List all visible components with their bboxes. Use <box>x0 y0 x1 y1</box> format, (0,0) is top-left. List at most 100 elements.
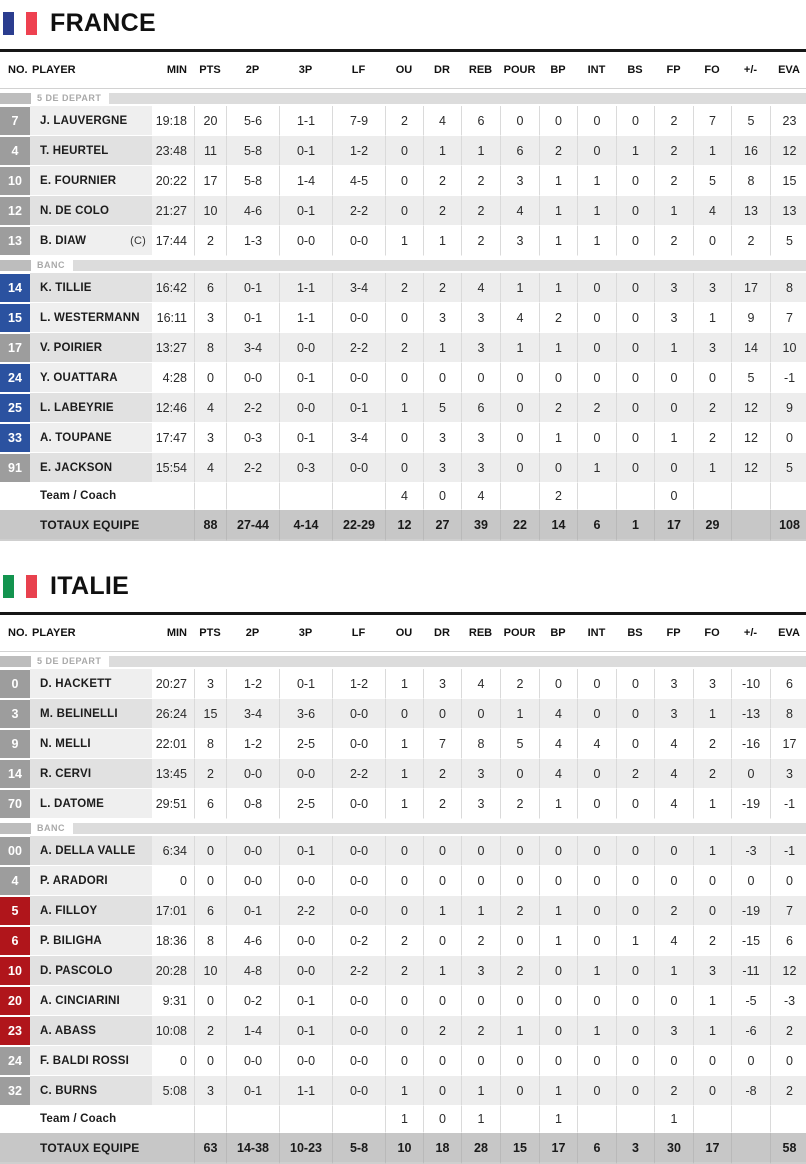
stat-min: 22:01 <box>152 729 194 759</box>
stat-int: 0 <box>577 759 616 789</box>
stat-bs: 0 <box>616 699 654 729</box>
player-row: 13 B. DIAW (C) 17:44 2 1-3 0-0 0-0 1 1 2 3 1 1 0 2 0 2 5 <box>0 226 806 256</box>
player-number-badge: 5 <box>0 896 30 925</box>
stat-dr: 1 <box>423 226 461 256</box>
stat-fp: 0 <box>654 363 693 393</box>
stat-dr: 27 <box>423 510 461 541</box>
stat-bp: 0 <box>539 106 577 136</box>
stat-bs: 0 <box>616 866 654 896</box>
stat-bs: 0 <box>616 1016 654 1046</box>
stat-min: 16:42 <box>152 273 194 303</box>
stat-p2 <box>226 483 279 510</box>
stat-dr: 0 <box>423 836 461 866</box>
stat-fo: 17 <box>693 1133 731 1164</box>
section-label: 5 DE DEPART <box>37 93 102 103</box>
stat-bs: 0 <box>616 363 654 393</box>
player-name: C. BURNS <box>30 1076 152 1106</box>
player-name: Y. OUATTARA <box>30 363 152 393</box>
stat-fo: 3 <box>693 669 731 699</box>
stat-eva: 5 <box>770 453 806 483</box>
column-header: LF <box>332 52 385 89</box>
stat-bs: 0 <box>616 273 654 303</box>
stat-eva: 12 <box>770 956 806 986</box>
player-row: 25 L. LABEYRIE 12:46 4 2-2 0-0 0-1 1 5 6 0 2 2 0 0 2 12 9 <box>0 393 806 423</box>
column-header: EVA <box>770 615 806 652</box>
player-name: A. TOUPANE <box>30 423 152 453</box>
stat-eva: 2 <box>770 1016 806 1046</box>
player-number-badge: 9 <box>0 729 30 758</box>
column-header: DR <box>423 615 461 652</box>
stat-pts: 6 <box>194 273 226 303</box>
stat-bp: 0 <box>539 866 577 896</box>
stat-fp: 0 <box>654 866 693 896</box>
stat-min <box>152 483 194 510</box>
stat-pm: 0 <box>731 1046 770 1076</box>
stat-reb: 1 <box>461 136 500 166</box>
stat-p2: 0-1 <box>226 896 279 926</box>
column-header: 2P <box>226 52 279 89</box>
stat-fp: 4 <box>654 789 693 819</box>
stat-dr: 0 <box>423 866 461 896</box>
stat-min: 16:11 <box>152 303 194 333</box>
stat-bp: 14 <box>539 510 577 541</box>
stat-pour: 0 <box>500 866 539 896</box>
stat-min: 13:27 <box>152 333 194 363</box>
stat-eva: 108 <box>770 510 806 541</box>
stat-p2: 0-0 <box>226 363 279 393</box>
stat-pm: 5 <box>731 106 770 136</box>
player-row: 3 M. BELINELLI 26:24 15 3-4 3-6 0-0 0 0 0 1 4 0 0 3 1 -1… <box>0 699 806 729</box>
stat-lf: 0-0 <box>332 1076 385 1106</box>
stat-pour: 2 <box>500 789 539 819</box>
stat-p2: 5-6 <box>226 106 279 136</box>
stat-eva: 2 <box>770 1076 806 1106</box>
stat-lf: 0-0 <box>332 986 385 1016</box>
stat-reb: 3 <box>461 956 500 986</box>
table-header: NO. PLAYER MIN PTS 2P 3P LF OU DR REB POUR BP INT BS F… <box>0 615 806 652</box>
player-name: L. LABEYRIE <box>30 393 152 423</box>
player-name: A. ABASS <box>30 1016 152 1046</box>
stat-reb: 6 <box>461 393 500 423</box>
stat-lf: 2-2 <box>332 956 385 986</box>
stat-fp: 2 <box>654 226 693 256</box>
stat-pts: 0 <box>194 836 226 866</box>
column-header: BS <box>616 52 654 89</box>
stat-fp: 2 <box>654 166 693 196</box>
captain-marker: (C) <box>130 234 146 247</box>
stat-pm: -6 <box>731 1016 770 1046</box>
stat-min: 17:44 <box>152 226 194 256</box>
stat-p3: 1-1 <box>279 303 332 333</box>
stat-pour: 22 <box>500 510 539 541</box>
stat-fp: 3 <box>654 699 693 729</box>
stat-lf <box>332 483 385 510</box>
stat-pts: 0 <box>194 1046 226 1076</box>
stat-fo: 4 <box>693 196 731 226</box>
stat-eva: 5 <box>770 226 806 256</box>
stat-p2: 4-8 <box>226 956 279 986</box>
stat-fo <box>693 1106 731 1133</box>
column-header: +/- <box>731 615 770 652</box>
stat-pm: -19 <box>731 789 770 819</box>
stat-fo: 0 <box>693 226 731 256</box>
stat-bp: 17 <box>539 1133 577 1164</box>
stat-fp: 0 <box>654 453 693 483</box>
column-header: PLAYER <box>30 52 152 89</box>
stat-pm: 17 <box>731 273 770 303</box>
stat-min: 20:22 <box>152 166 194 196</box>
stat-bs <box>616 483 654 510</box>
stat-pts: 88 <box>194 510 226 541</box>
stat-int: 0 <box>577 986 616 1016</box>
stat-lf: 0-0 <box>332 303 385 333</box>
player-number-badge: 33 <box>0 423 30 452</box>
column-header: POUR <box>500 615 539 652</box>
player-row: 4 T. HEURTEL 23:48 11 5-8 0-1 1-2 0 1 1 6 2 0 1 2 1 16 12 <box>0 136 806 166</box>
player-number-badge: 00 <box>0 836 30 865</box>
stat-eva: -1 <box>770 363 806 393</box>
player-name: A. FILLOY <box>30 896 152 926</box>
stat-fp: 2 <box>654 1076 693 1106</box>
stat-pm: 0 <box>731 759 770 789</box>
stat-int: 4 <box>577 729 616 759</box>
stat-lf: 0-0 <box>332 1016 385 1046</box>
stat-bs: 0 <box>616 986 654 1016</box>
stat-p3: 0-0 <box>279 926 332 956</box>
section-label: BANC <box>37 260 65 270</box>
